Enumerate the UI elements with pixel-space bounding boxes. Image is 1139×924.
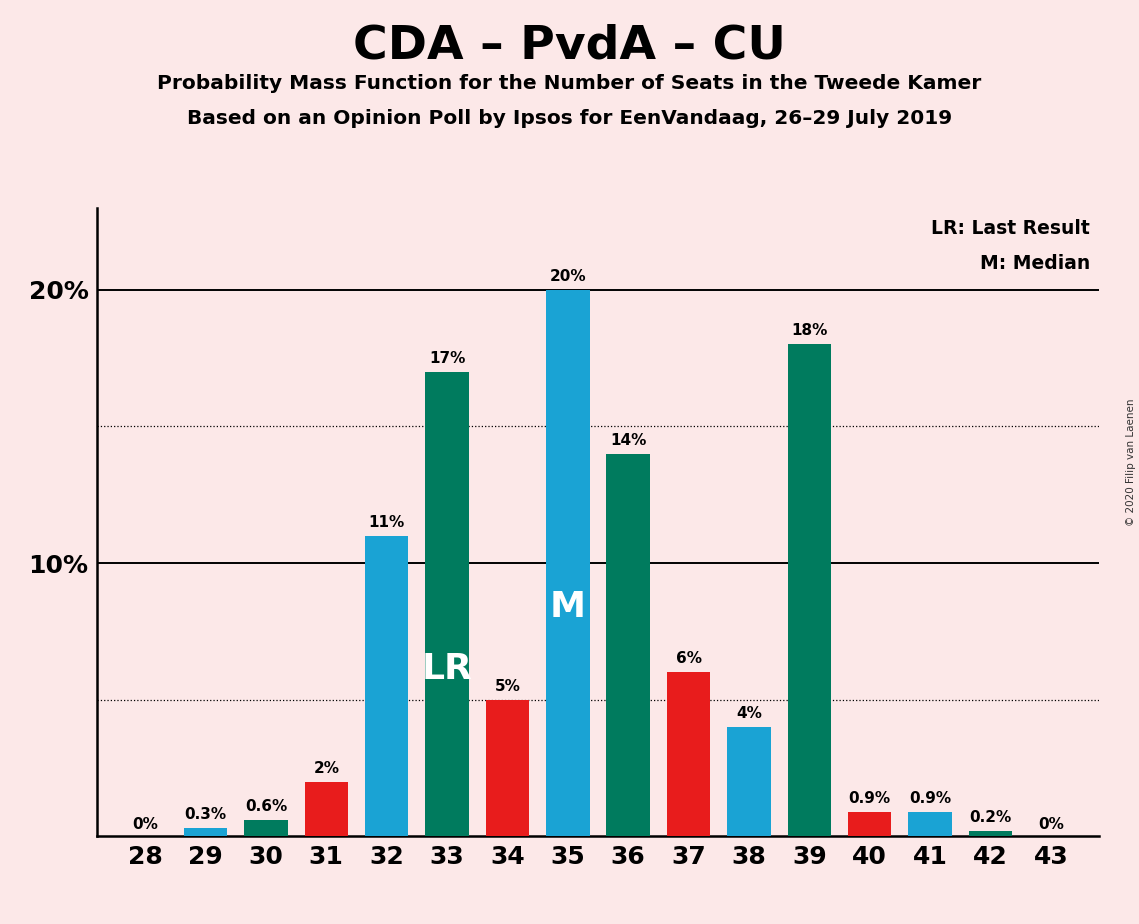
Text: Probability Mass Function for the Number of Seats in the Tweede Kamer: Probability Mass Function for the Number… bbox=[157, 74, 982, 93]
Bar bbox=[727, 727, 771, 836]
Bar bbox=[606, 454, 650, 836]
Text: LR: LR bbox=[421, 652, 473, 686]
Text: 0.9%: 0.9% bbox=[909, 791, 951, 806]
Text: 6%: 6% bbox=[675, 651, 702, 666]
Bar bbox=[425, 371, 469, 836]
Bar bbox=[244, 820, 288, 836]
Text: 0.3%: 0.3% bbox=[185, 807, 227, 822]
Text: 0%: 0% bbox=[1038, 817, 1064, 833]
Text: M: M bbox=[550, 590, 585, 624]
Text: 5%: 5% bbox=[494, 678, 521, 694]
Bar bbox=[546, 290, 590, 836]
Text: 17%: 17% bbox=[429, 351, 465, 366]
Bar bbox=[908, 811, 952, 836]
Text: 4%: 4% bbox=[736, 706, 762, 721]
Text: 11%: 11% bbox=[369, 515, 404, 529]
Text: 18%: 18% bbox=[792, 323, 828, 338]
Bar bbox=[666, 673, 711, 836]
Bar bbox=[304, 782, 349, 836]
Text: M: Median: M: Median bbox=[980, 254, 1090, 274]
Text: 0.2%: 0.2% bbox=[969, 809, 1011, 825]
Text: © 2020 Filip van Laenen: © 2020 Filip van Laenen bbox=[1126, 398, 1136, 526]
Bar bbox=[485, 699, 530, 836]
Bar bbox=[847, 811, 892, 836]
Text: 14%: 14% bbox=[611, 432, 646, 448]
Bar bbox=[968, 831, 1013, 836]
Text: 2%: 2% bbox=[313, 760, 339, 775]
Text: 0.6%: 0.6% bbox=[245, 799, 287, 814]
Bar bbox=[787, 345, 831, 836]
Bar bbox=[183, 828, 228, 836]
Text: 0%: 0% bbox=[132, 817, 158, 833]
Text: 0.9%: 0.9% bbox=[849, 791, 891, 806]
Bar bbox=[364, 536, 409, 836]
Text: Based on an Opinion Poll by Ipsos for EenVandaag, 26–29 July 2019: Based on an Opinion Poll by Ipsos for Ee… bbox=[187, 109, 952, 128]
Text: 20%: 20% bbox=[549, 269, 587, 284]
Text: CDA – PvdA – CU: CDA – PvdA – CU bbox=[353, 23, 786, 68]
Text: LR: Last Result: LR: Last Result bbox=[932, 219, 1090, 237]
